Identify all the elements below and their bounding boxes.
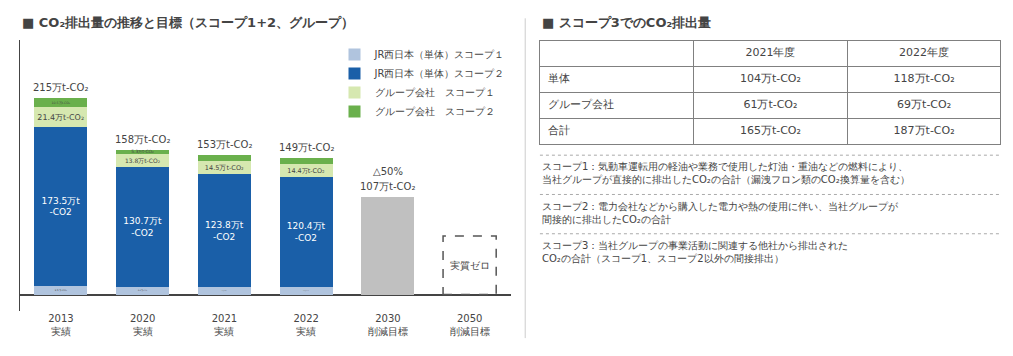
svg-text:8.6万t-CO₂: 8.6万t-CO₂ [138,289,147,292]
svg-text:120.4万t-CO2: 120.4万t-CO2 [287,221,326,243]
svg-text:149万t-CO₂: 149万t-CO₂ [279,142,334,153]
svg-text:153万t-CO₂: 153万t-CO₂ [197,139,252,150]
svg-text:9.5万t-CO₂: 9.5万t-CO₂ [55,289,67,292]
svg-text:グループ会社: グループ会社 [548,98,614,111]
svg-text:187万t-CO₂: 187万t-CO₂ [894,124,955,137]
svg-text:■ スコープ3でのCO₂排出量: ■ スコープ3でのCO₂排出量 [542,15,711,30]
svg-text:130.7万t-CO2: 130.7万t-CO2 [123,216,162,238]
svg-text:合計: 合計 [548,124,570,137]
svg-text:104万t-CO₂: 104万t-CO₂ [740,72,801,85]
svg-text:JR西日本（単体）スコープ２: JR西日本（単体）スコープ２ [374,68,505,79]
svg-text:21.4万t-CO₂: 21.4万t-CO₂ [37,113,84,122]
svg-text:8.0万t-CO₂: 8.0万t-CO₂ [303,290,309,292]
svg-text:グループ会社 スコープ２: グループ会社 スコープ２ [375,106,495,117]
svg-text:61万t-CO₂: 61万t-CO₂ [743,98,797,111]
svg-text:単体: 単体 [548,72,570,85]
svg-text:13.8万t-CO₂: 13.8万t-CO₂ [125,157,161,164]
svg-text:7.7万t-CO₂: 7.7万t-CO₂ [222,289,228,292]
svg-text:14.4万t-CO₂: 14.4万t-CO₂ [287,167,325,175]
svg-text:165万t-CO₂: 165万t-CO₂ [740,124,801,137]
svg-text:■ CO₂排出量の推移と目標（スコープ1+2、グループ）: ■ CO₂排出量の推移と目標（スコープ1+2、グループ） [22,15,354,30]
svg-text:107万t-CO₂: 107万t-CO₂ [360,181,415,192]
svg-text:グループ会社 スコープ１: グループ会社 スコープ１ [375,87,495,98]
svg-text:2030削減目標: 2030削減目標 [368,313,408,337]
svg-text:215万t-CO₂: 215万t-CO₂ [33,82,88,93]
svg-text:2022実績: 2022実績 [293,313,318,337]
svg-text:2020実績: 2020実績 [130,313,155,337]
svg-text:JR西日本（単体）スコープ１: JR西日本（単体）スコープ１ [374,49,505,60]
svg-text:118万t-CO₂: 118万t-CO₂ [894,72,955,85]
svg-text:2050削減目標: 2050削減目標 [450,313,490,337]
svg-text:10.5万t-CO₂: 10.5万t-CO₂ [51,101,70,105]
svg-text:123.8万t-CO2: 123.8万t-CO2 [205,220,244,242]
svg-text:158万t-CO₂: 158万t-CO₂ [115,134,170,145]
svg-text:5.3万t-CO₂: 5.3万t-CO₂ [131,149,154,154]
svg-text:2013実績: 2013実績 [48,313,73,337]
svg-text:173.5万t-CO2: 173.5万t-CO2 [41,196,80,218]
svg-text:スコープ3：当社グループの事業活動に関連する他社から排出され: スコープ3：当社グループの事業活動に関連する他社から排出されたCO₂の合計（スコ… [542,240,848,264]
svg-text:69万t-CO₂: 69万t-CO₂ [897,98,951,111]
svg-text:実質ゼロ: 実質ゼロ [450,260,490,271]
svg-text:14.5万t-CO₂: 14.5万t-CO₂ [205,164,244,172]
svg-text:2021年度: 2021年度 [745,46,795,59]
svg-text:6.9万t-CO₂: 6.9万t-CO₂ [224,157,226,158]
svg-text:スコープ2：電力会社などから購入した電力や熱の使用に伴い、当: スコープ2：電力会社などから購入した電力や熱の使用に伴い、当社グループが間接的に… [542,201,899,225]
svg-text:スコープ1：気動車運転用の軽油や業務で使用した灯油・重油など: スコープ1：気動車運転用の軽油や業務で使用した灯油・重油などの燃料により、当社グ… [542,161,910,185]
svg-text:6.6万t-CO₂: 6.6万t-CO₂ [306,160,307,161]
svg-text:2021実績: 2021実績 [212,313,237,337]
svg-text:2022年度: 2022年度 [899,46,949,59]
svg-text:△50%: △50% [373,166,403,177]
